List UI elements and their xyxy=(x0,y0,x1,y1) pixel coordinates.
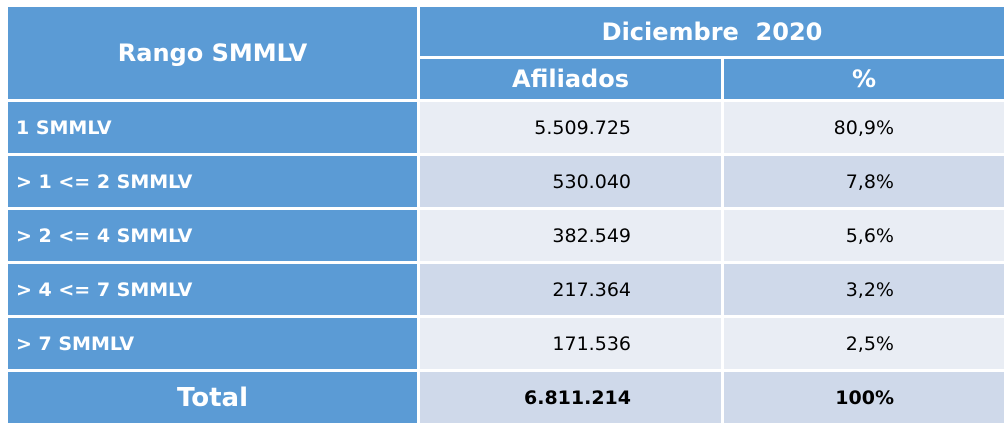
table: Rango SMMLV Diciembre 2020 Afiliados % 1… xyxy=(8,7,1004,423)
afiliados-cell: 530.040 xyxy=(420,156,721,207)
row-label: 1 SMMLV xyxy=(8,102,417,153)
percent-cell: 5,6% xyxy=(724,210,1004,261)
percent-cell: 2,5% xyxy=(724,318,1004,369)
percent-cell: 7,8% xyxy=(724,156,1004,207)
row-label: > 2 <= 4 SMMLV xyxy=(8,210,417,261)
percent-cell: 80,9% xyxy=(724,102,1004,153)
afiliados-cell: 217.364 xyxy=(420,264,721,315)
row-label: > 4 <= 7 SMMLV xyxy=(8,264,417,315)
afiliados-cell: 171.536 xyxy=(420,318,721,369)
total-percent: 100% xyxy=(724,372,1004,423)
total-label: Total xyxy=(8,372,417,423)
row-label: > 7 SMMLV xyxy=(8,318,417,369)
header-title: Rango SMMLV xyxy=(8,7,417,99)
row-label: > 1 <= 2 SMMLV xyxy=(8,156,417,207)
header-period: Diciembre 2020 xyxy=(420,7,1004,56)
percent-cell: 3,2% xyxy=(724,264,1004,315)
total-afiliados: 6.811.214 xyxy=(420,372,721,423)
header-column: Afiliados xyxy=(420,59,721,99)
afiliados-cell: 5.509.725 xyxy=(420,102,721,153)
afiliados-cell: 382.549 xyxy=(420,210,721,261)
header-column: % xyxy=(724,59,1004,99)
